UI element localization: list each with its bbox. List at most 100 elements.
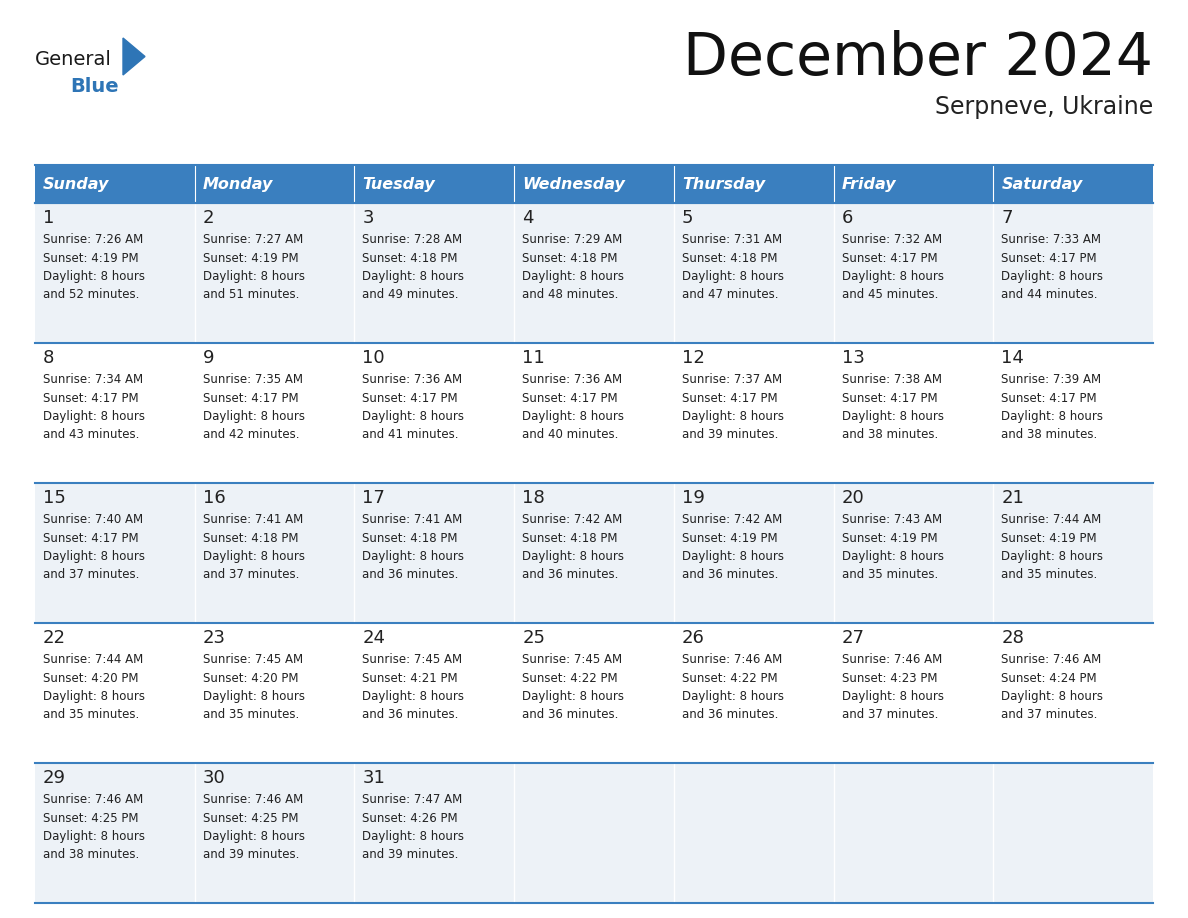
- Text: Sunset: 4:18 PM: Sunset: 4:18 PM: [523, 532, 618, 544]
- Text: and 36 minutes.: and 36 minutes.: [682, 568, 778, 581]
- Text: and 38 minutes.: and 38 minutes.: [43, 848, 139, 861]
- Text: Sunrise: 7:33 AM: Sunrise: 7:33 AM: [1001, 233, 1101, 246]
- Text: and 45 minutes.: and 45 minutes.: [841, 288, 939, 301]
- Text: Sunset: 4:19 PM: Sunset: 4:19 PM: [841, 532, 937, 544]
- Text: Sunset: 4:17 PM: Sunset: 4:17 PM: [43, 391, 139, 405]
- Text: Sunset: 4:18 PM: Sunset: 4:18 PM: [203, 532, 298, 544]
- Text: and 40 minutes.: and 40 minutes.: [523, 429, 619, 442]
- Bar: [993, 203, 1154, 343]
- Text: 2: 2: [203, 209, 214, 227]
- Text: 3: 3: [362, 209, 374, 227]
- Bar: [674, 203, 834, 343]
- Bar: [514, 343, 674, 483]
- Text: Daylight: 8 hours: Daylight: 8 hours: [841, 690, 943, 703]
- Text: Sunrise: 7:29 AM: Sunrise: 7:29 AM: [523, 233, 623, 246]
- Text: 15: 15: [43, 489, 65, 507]
- Bar: [34, 203, 195, 343]
- Bar: [514, 203, 674, 343]
- Text: Sunrise: 7:46 AM: Sunrise: 7:46 AM: [203, 793, 303, 806]
- Text: 8: 8: [43, 349, 55, 367]
- Bar: [674, 483, 834, 623]
- Bar: [195, 165, 354, 203]
- Text: Daylight: 8 hours: Daylight: 8 hours: [523, 410, 624, 423]
- Text: 11: 11: [523, 349, 545, 367]
- Bar: [834, 343, 993, 483]
- Text: Sunset: 4:17 PM: Sunset: 4:17 PM: [43, 532, 139, 544]
- Text: Daylight: 8 hours: Daylight: 8 hours: [1001, 270, 1104, 283]
- Text: and 36 minutes.: and 36 minutes.: [682, 709, 778, 722]
- Text: Daylight: 8 hours: Daylight: 8 hours: [1001, 690, 1104, 703]
- Bar: [354, 483, 514, 623]
- Text: Daylight: 8 hours: Daylight: 8 hours: [841, 550, 943, 563]
- Bar: [993, 763, 1154, 903]
- Bar: [993, 483, 1154, 623]
- Text: Daylight: 8 hours: Daylight: 8 hours: [523, 690, 624, 703]
- Text: 22: 22: [43, 629, 67, 647]
- Bar: [195, 203, 354, 343]
- Text: Sunrise: 7:45 AM: Sunrise: 7:45 AM: [523, 653, 623, 666]
- Text: Sunset: 4:17 PM: Sunset: 4:17 PM: [523, 391, 618, 405]
- Text: and 41 minutes.: and 41 minutes.: [362, 429, 459, 442]
- Text: 18: 18: [523, 489, 545, 507]
- Text: Daylight: 8 hours: Daylight: 8 hours: [203, 550, 304, 563]
- Text: and 37 minutes.: and 37 minutes.: [841, 709, 939, 722]
- Text: 12: 12: [682, 349, 704, 367]
- Text: 4: 4: [523, 209, 533, 227]
- Text: and 35 minutes.: and 35 minutes.: [203, 709, 299, 722]
- Text: Sunrise: 7:40 AM: Sunrise: 7:40 AM: [43, 513, 143, 526]
- Text: Sunrise: 7:27 AM: Sunrise: 7:27 AM: [203, 233, 303, 246]
- Text: Sunrise: 7:44 AM: Sunrise: 7:44 AM: [1001, 513, 1101, 526]
- Text: Daylight: 8 hours: Daylight: 8 hours: [362, 410, 465, 423]
- Bar: [514, 623, 674, 763]
- Text: Sunday: Sunday: [43, 176, 109, 192]
- Text: Daylight: 8 hours: Daylight: 8 hours: [203, 270, 304, 283]
- Text: and 37 minutes.: and 37 minutes.: [43, 568, 139, 581]
- Text: 31: 31: [362, 769, 385, 787]
- Text: Daylight: 8 hours: Daylight: 8 hours: [362, 830, 465, 843]
- Bar: [834, 623, 993, 763]
- Text: Wednesday: Wednesday: [523, 176, 625, 192]
- Text: Sunset: 4:18 PM: Sunset: 4:18 PM: [362, 532, 457, 544]
- Bar: [674, 763, 834, 903]
- Bar: [34, 343, 195, 483]
- Text: Sunset: 4:19 PM: Sunset: 4:19 PM: [1001, 532, 1097, 544]
- Text: Sunset: 4:25 PM: Sunset: 4:25 PM: [43, 812, 139, 824]
- Text: 16: 16: [203, 489, 226, 507]
- Polygon shape: [124, 38, 145, 75]
- Text: and 39 minutes.: and 39 minutes.: [682, 429, 778, 442]
- Text: Sunrise: 7:32 AM: Sunrise: 7:32 AM: [841, 233, 942, 246]
- Text: 17: 17: [362, 489, 385, 507]
- Bar: [993, 165, 1154, 203]
- Text: 25: 25: [523, 629, 545, 647]
- Text: Monday: Monday: [203, 176, 273, 192]
- Text: and 47 minutes.: and 47 minutes.: [682, 288, 778, 301]
- Text: Sunrise: 7:31 AM: Sunrise: 7:31 AM: [682, 233, 782, 246]
- Text: Sunset: 4:17 PM: Sunset: 4:17 PM: [1001, 391, 1097, 405]
- Text: Sunrise: 7:46 AM: Sunrise: 7:46 AM: [1001, 653, 1101, 666]
- Text: Daylight: 8 hours: Daylight: 8 hours: [203, 830, 304, 843]
- Text: 26: 26: [682, 629, 704, 647]
- Text: Sunset: 4:18 PM: Sunset: 4:18 PM: [682, 252, 777, 264]
- Text: and 49 minutes.: and 49 minutes.: [362, 288, 459, 301]
- Bar: [834, 165, 993, 203]
- Text: Daylight: 8 hours: Daylight: 8 hours: [362, 690, 465, 703]
- Text: Daylight: 8 hours: Daylight: 8 hours: [43, 410, 145, 423]
- Text: Sunset: 4:17 PM: Sunset: 4:17 PM: [841, 252, 937, 264]
- Text: and 37 minutes.: and 37 minutes.: [1001, 709, 1098, 722]
- Bar: [674, 623, 834, 763]
- Text: Thursday: Thursday: [682, 176, 765, 192]
- Text: 13: 13: [841, 349, 865, 367]
- Text: Sunset: 4:20 PM: Sunset: 4:20 PM: [203, 671, 298, 685]
- Text: Sunset: 4:19 PM: Sunset: 4:19 PM: [682, 532, 777, 544]
- Text: Saturday: Saturday: [1001, 176, 1082, 192]
- Text: and 51 minutes.: and 51 minutes.: [203, 288, 299, 301]
- Text: Daylight: 8 hours: Daylight: 8 hours: [43, 830, 145, 843]
- Text: Sunrise: 7:41 AM: Sunrise: 7:41 AM: [362, 513, 462, 526]
- Text: Daylight: 8 hours: Daylight: 8 hours: [523, 270, 624, 283]
- Text: and 38 minutes.: and 38 minutes.: [1001, 429, 1098, 442]
- Text: Daylight: 8 hours: Daylight: 8 hours: [682, 550, 784, 563]
- Text: and 44 minutes.: and 44 minutes.: [1001, 288, 1098, 301]
- Text: Sunset: 4:25 PM: Sunset: 4:25 PM: [203, 812, 298, 824]
- Text: and 36 minutes.: and 36 minutes.: [523, 568, 619, 581]
- Text: Sunset: 4:23 PM: Sunset: 4:23 PM: [841, 671, 937, 685]
